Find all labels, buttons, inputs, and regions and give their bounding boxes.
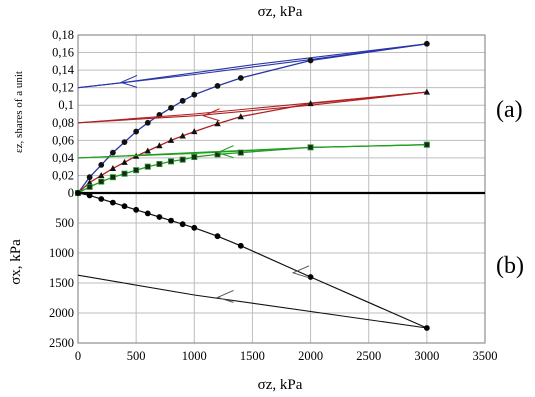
- panel-b-y-tick-label: 2000: [49, 306, 74, 320]
- data-point: [214, 151, 221, 158]
- data-point: [237, 149, 244, 156]
- panel-b-direction-arrow: [291, 265, 310, 279]
- top-axis-label: σz, kPa: [258, 4, 303, 20]
- data-point: [168, 217, 174, 224]
- panel-b-label: (b): [496, 253, 524, 279]
- panel-a-label: (a): [496, 97, 523, 123]
- labels-layer: σz, kPa σz, kPa εz, shares of a unit σx,…: [8, 4, 524, 393]
- data-point: [179, 221, 186, 228]
- data-point: [307, 144, 314, 151]
- data-point: [98, 196, 105, 202]
- data-point: [98, 172, 105, 179]
- panel-a-y-tick-label: 0,08: [52, 116, 74, 130]
- data-point: [191, 224, 198, 231]
- panel-a-y-tick-label: 0,06: [52, 133, 74, 147]
- panel-a-direction-arrow: [202, 108, 220, 122]
- x-tick-label: 500: [127, 349, 146, 363]
- panel-a-direction-arrow: [119, 74, 138, 88]
- data-point: [144, 163, 151, 170]
- panel-b-y-tick-label: 500: [55, 216, 74, 230]
- data-point: [133, 206, 140, 213]
- panel-a-y-tick-label: 0,12: [52, 81, 74, 95]
- data-point: [179, 156, 186, 163]
- data-point: [237, 242, 244, 249]
- x-axis-label: σz, kPa: [258, 377, 303, 393]
- data-point: [109, 149, 116, 156]
- data-point: [156, 161, 163, 168]
- panel-b-direction-arrow: [216, 289, 234, 303]
- data-point: [144, 119, 151, 126]
- x-tick-label: 2000: [298, 349, 323, 363]
- panel-a-y-tick-label: 0: [68, 186, 74, 200]
- data-point: [423, 141, 430, 148]
- data-point: [86, 183, 93, 190]
- data-point: [133, 128, 140, 135]
- data-point: [156, 142, 163, 149]
- data-point: [237, 113, 244, 120]
- data-point: [144, 147, 151, 154]
- data-point: [179, 97, 186, 104]
- data-point: [423, 88, 431, 95]
- data-point: [109, 174, 116, 181]
- data-point: [144, 210, 151, 217]
- data-point: [214, 120, 221, 127]
- data-point: [86, 179, 93, 186]
- axes: 0 500 1000 1500 2000 2500 3000 3500 0 0,02 0,04 0,0…: [49, 28, 498, 363]
- panel-a-y-tick-label: 0,02: [52, 168, 74, 182]
- series-layer: [74, 40, 431, 331]
- panel-a-y-tick-label: 0,16: [52, 46, 74, 60]
- data-point: [423, 325, 430, 331]
- panel-a-y-tick-label: 0,04: [52, 151, 75, 165]
- data-point: [191, 91, 198, 98]
- x-tick-label: 3000: [414, 349, 439, 363]
- panel-b-y-axis-label: σx, kPa: [8, 239, 24, 285]
- x-tick-label: 1000: [182, 349, 207, 363]
- data-point: [307, 274, 314, 280]
- x-tick-label: 0: [75, 349, 81, 363]
- panel-a-y-axis-label: εz, shares of a unit: [13, 71, 25, 153]
- data-point: [98, 178, 105, 185]
- data-point: [168, 158, 175, 165]
- panel-a-reloading-line: [77, 91, 427, 124]
- data-point: [191, 128, 198, 135]
- data-point: [237, 75, 244, 81]
- panel-a-direction-arrow: [216, 145, 234, 159]
- data-point: [179, 132, 186, 139]
- data-point: [423, 40, 430, 47]
- data-point: [214, 83, 221, 89]
- plot-frame: [77, 34, 486, 344]
- panel-a-y-tick-label: 0,18: [52, 28, 74, 42]
- data-point: [133, 167, 140, 174]
- data-point: [156, 214, 163, 220]
- panel-a-y-tick-label: 0,14: [52, 63, 75, 77]
- data-point: [121, 158, 128, 165]
- data-point: [168, 104, 174, 111]
- panel-b-y-tick-label: 2500: [49, 336, 74, 350]
- x-tick-label: 3500: [473, 349, 498, 363]
- panel-a-y-tick-label: 0,1: [58, 98, 74, 112]
- data-point: [167, 136, 175, 143]
- data-point: [75, 190, 81, 196]
- data-point: [121, 203, 128, 210]
- data-point: [86, 192, 93, 199]
- data-point: [307, 57, 314, 64]
- panel-b-y-tick-label: 1000: [49, 246, 74, 260]
- data-point: [121, 139, 128, 145]
- data-point: [121, 170, 128, 177]
- data-point: [98, 162, 105, 168]
- panel-b-y-tick-label: 1500: [49, 276, 74, 290]
- data-point: [191, 154, 198, 161]
- x-tick-label: 1500: [240, 349, 265, 363]
- panel-b-unloading-line: [77, 274, 427, 329]
- data-point: [109, 165, 117, 172]
- data-point: [109, 199, 116, 206]
- data-point: [86, 174, 93, 181]
- data-point: [307, 100, 314, 107]
- x-tick-label: 2500: [356, 349, 381, 363]
- data-point: [214, 233, 221, 240]
